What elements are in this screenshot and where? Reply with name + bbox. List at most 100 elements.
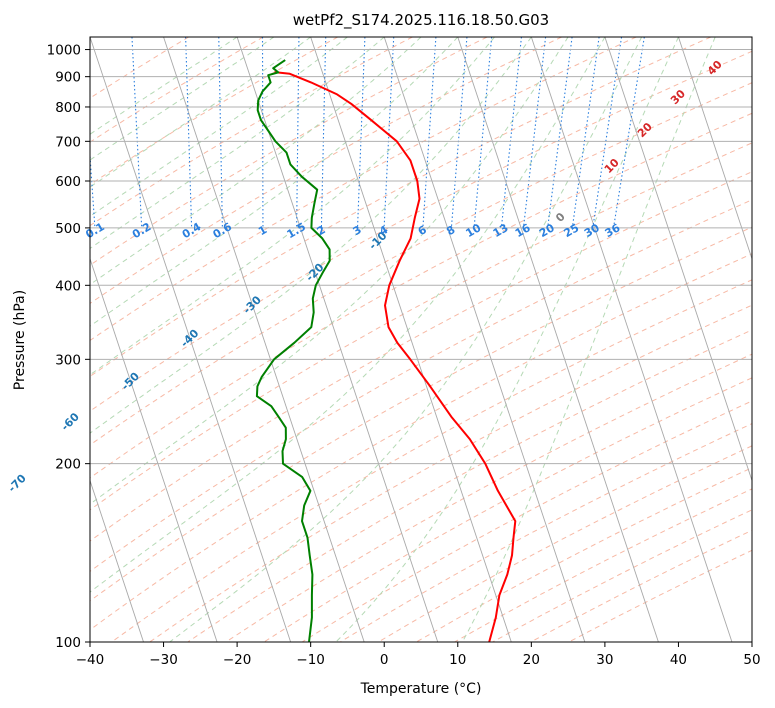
profile-lines [255, 59, 517, 642]
moist-adiabat [461, 37, 716, 642]
moist-adiabat [90, 37, 238, 135]
moist-adiabat-label: 0 [553, 210, 568, 225]
moist-adiabat [90, 37, 275, 161]
isotherm [90, 257, 218, 642]
isotherm-label: -60 [59, 410, 82, 433]
mixing-ratio-line [612, 37, 645, 228]
mixing-ratio-line [571, 37, 600, 228]
dry-adiabat [263, 377, 752, 642]
mixing-ratio-line [320, 37, 327, 228]
y-tick-label: 1000 [47, 43, 81, 59]
dry-adiabat [90, 37, 637, 342]
mixing-ratio-line [592, 37, 623, 228]
isotherm-label: -70 [6, 471, 29, 494]
dry-adiabat [90, 37, 562, 305]
mixing-ratio-label: 3 [351, 223, 364, 238]
mixing-ratio-label: 16 [513, 221, 533, 240]
dry-adiabat [492, 509, 752, 642]
moist-adiabat-label: 40 [705, 58, 725, 78]
moist-adiabat [90, 37, 311, 188]
dry-adiabat [90, 226, 752, 602]
mixing-ratio-label: 25 [562, 221, 582, 240]
y-tick-label: 900 [55, 70, 81, 86]
mixing-ratio-label: 8 [444, 223, 457, 238]
moist-adiabat [169, 37, 643, 642]
isotherm [236, 37, 439, 642]
isotherm [163, 37, 365, 642]
mixing-ratio-label: 2 [315, 223, 328, 238]
moist-adiabat [90, 37, 569, 505]
y-tick-label: 300 [55, 352, 81, 368]
mixing-ratio-line [218, 37, 223, 228]
y-tick-label: 100 [55, 635, 81, 651]
chart-title: wetPf2_S174.2025.116.18.50.G03 [293, 11, 549, 30]
mixing-ratio-line [185, 37, 193, 228]
isotherm [457, 37, 659, 642]
x-tick-label: 50 [743, 652, 760, 668]
mixing-ratio-label: 1.5 [285, 220, 308, 241]
mixing-ratio-line [131, 37, 143, 228]
y-tick-label: 700 [55, 134, 81, 150]
dry-adiabat [90, 50, 752, 412]
dry-adiabat [90, 37, 488, 266]
y-axis-ticks: 100 200 300 400 500 600 700 800 900 1000 [47, 43, 90, 651]
x-tick-label: −30 [149, 652, 178, 668]
moist-adiabat [90, 37, 422, 286]
isotherm-label: -50 [119, 369, 142, 392]
dewpoint-profile [255, 59, 331, 642]
y-tick-label: 400 [55, 278, 81, 294]
mixing-ratio-label: 0.6 [211, 220, 235, 241]
moist-adiabat-label: 30 [668, 87, 688, 107]
moist-adiabat-label: 10 [602, 156, 622, 176]
mixing-ratio-line [547, 37, 573, 228]
isotherm [0, 37, 70, 642]
mixing-ratio-label: 6 [416, 223, 429, 238]
mixing-ratio-line [296, 37, 300, 228]
isotherm-label: -40 [178, 326, 201, 349]
moist-adiabat [90, 37, 495, 376]
dry-adiabat [90, 112, 752, 479]
mixing-ratio-line [356, 37, 366, 228]
x-tick-label: 20 [523, 652, 540, 668]
y-tick-label: 200 [55, 457, 81, 473]
x-tick-label: 0 [380, 652, 389, 668]
moist-adiabat [335, 37, 679, 642]
isotherm [604, 37, 752, 483]
dry-adiabat [90, 82, 752, 446]
isotherm [530, 37, 733, 642]
y-tick-label: 500 [55, 221, 81, 237]
pressure-gridlines [90, 49, 752, 642]
dry-adiabat [187, 329, 752, 642]
moist-adiabat [90, 37, 348, 217]
isotherm [383, 37, 586, 642]
x-axis-label: Temperature (°C) [360, 681, 482, 697]
dry-adiabat [90, 37, 712, 377]
moist-adiabat [90, 37, 606, 593]
isotherm-label: -30 [241, 293, 264, 316]
y-axis-label: Pressure (hPa) [12, 290, 28, 390]
dry-adiabat [111, 279, 752, 642]
inline-labels: -100-90-80-70-60-50-40-30-20-100.10.20.4… [6, 58, 726, 495]
mixing-ratio-label: 0.4 [180, 220, 204, 241]
mixing-ratio-label: 0.2 [130, 220, 153, 241]
moist-adiabat [90, 37, 385, 250]
isotherm [90, 37, 292, 642]
y-tick-label: 600 [55, 174, 81, 190]
isotherm [678, 37, 752, 261]
mixing-ratio-label: 36 [603, 221, 623, 240]
mixing-ratio-label: 30 [582, 221, 602, 240]
dry-adiabat [568, 549, 752, 642]
background-lines [0, 37, 752, 642]
mixing-ratio-label: 20 [537, 221, 557, 240]
dry-adiabat [339, 423, 752, 642]
mixing-ratio-label: 13 [491, 221, 511, 240]
x-tick-label: −20 [223, 652, 252, 668]
y-tick-label: 800 [55, 100, 81, 116]
x-axis-ticks: −40 −30 −20 −10 0 10 20 30 40 50 [76, 642, 761, 668]
dry-adiabat [90, 171, 752, 542]
dry-adiabat [90, 199, 752, 572]
isotherm [310, 37, 512, 642]
mixing-ratio-label: 10 [464, 221, 484, 240]
x-tick-label: −40 [76, 652, 105, 668]
